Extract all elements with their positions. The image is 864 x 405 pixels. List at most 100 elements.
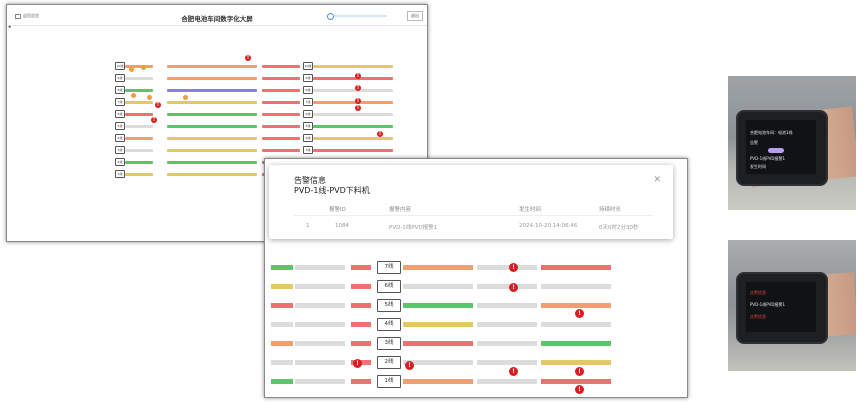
line-label[interactable]: 1线 [377,375,401,388]
station-box[interactable]: 6线 [303,110,313,118]
watch-line-2: 告警 [750,140,758,145]
alert-badge[interactable]: ! [575,309,584,318]
row-alarm-duration: 0天0时2分30秒 [599,225,639,231]
station-box[interactable]: 5线 [303,122,313,130]
line-segment [403,341,473,346]
line-segment [477,303,537,308]
watch-line-1: 告警信息 [750,290,766,295]
line-segment [271,341,293,346]
line-segment [125,113,153,116]
line-segment [541,360,611,365]
line-label-box[interactable]: 8线 [115,86,125,94]
back-label: 返回总览 [23,13,39,18]
line-segment [351,322,371,327]
line-segment [125,137,153,140]
alert-badge[interactable]: ! [355,98,361,104]
alert-badge[interactable]: ! [355,105,361,111]
line-segment [167,173,257,176]
station-box[interactable]: 9线 [303,74,313,82]
header-divider [7,25,427,26]
line-segment [125,89,153,92]
line-label[interactable]: 7线 [377,261,401,274]
alert-badge[interactable]: ! [377,131,383,137]
line-label-box[interactable]: 9线 [115,74,125,82]
line-segment [167,137,257,140]
alert-badge[interactable]: ! [575,367,584,376]
line-segment [295,341,345,346]
line-segment [262,101,300,104]
line-label[interactable]: 4线 [377,318,401,331]
alert-badge[interactable]: ! [405,361,414,370]
col-header-time: 发生时间 [519,207,542,213]
line-label[interactable]: 3线 [377,337,401,350]
line-label[interactable]: 5线 [377,299,401,312]
alert-badge[interactable]: ! [509,283,518,292]
close-icon[interactable]: ✕ [653,175,661,185]
smartwatch: 告警信息 PVD-1线PVD报警1 告警信息 [736,272,828,344]
status-dot [131,93,136,98]
alert-badge[interactable]: ! [509,263,518,272]
station-box[interactable]: 4线 [303,134,313,142]
line-segment [271,322,293,327]
line-segment [125,101,153,104]
line-label-box[interactable]: 7线 [115,98,125,106]
line-segment [295,303,345,308]
alert-badge[interactable]: ! [245,55,251,61]
line-segment [167,77,257,80]
line-segment [313,113,393,116]
line-segment [262,149,300,152]
alert-badge[interactable]: ! [151,117,157,123]
smartwatch-photo-top: 合肥电池车间：电池1线 告警 PVD-1线PVD报警1 发生时间 [728,76,856,210]
line-label-box[interactable]: 4线 [115,134,125,142]
line-label-box[interactable]: 10线 [115,62,125,70]
alert-badge[interactable]: ! [353,359,362,368]
watch-line-1: 合肥电池车间：电池1线 [750,130,793,135]
smartwatch-photo-bottom: 告警信息 PVD-1线PVD报警1 告警信息 [728,240,856,371]
line-segment [313,149,393,152]
line-label-box[interactable]: 5线 [115,122,125,130]
line-segment [271,379,293,384]
line-segment [295,284,345,289]
status-dot [141,65,146,70]
alert-badge[interactable]: ! [155,102,161,108]
line-segment [403,379,473,384]
line-label-box[interactable]: 2线 [115,158,125,166]
line-segment [167,89,257,92]
watch-screen: 合肥电池车间：电池1线 告警 PVD-1线PVD报警1 发生时间 [746,120,816,174]
line-label[interactable]: 2线 [377,356,401,369]
line-label-box[interactable]: 1线 [115,170,125,178]
exit-button[interactable]: 退出 [407,11,423,21]
station-box[interactable]: 8线 [303,86,313,94]
line-label-box[interactable]: 3线 [115,146,125,154]
watch-screen: 告警信息 PVD-1线PVD报警1 告警信息 [746,282,816,332]
slider-knob[interactable] [327,13,334,20]
line-label[interactable]: 6线 [377,280,401,293]
modal-title: 告警信息 [294,176,326,185]
col-header-content: 报警内容 [389,207,412,213]
line-segment [262,77,300,80]
back-link[interactable]: 返回总览 [15,13,39,19]
line-label-box[interactable]: 6线 [115,110,125,118]
line-segment [403,265,473,270]
back-icon [15,13,21,19]
row-alarm-time: 2024-10-20 14:06:46 [519,223,578,229]
watch-line-4: 发生时间 [750,164,766,169]
line-segment [477,322,537,327]
line-segment [477,360,537,365]
line-segment [271,303,293,308]
alert-badge[interactable]: ! [575,385,584,394]
row-alarm-content: PVD-1线PVD报警1 [389,225,438,231]
alert-badge[interactable]: ! [509,367,518,376]
zoom-slider[interactable] [327,13,387,20]
line-segment [351,303,371,308]
station-box[interactable]: 7线 [303,98,313,106]
alarm-screenshot: 告警信息 PVD-1线-PVD下料机 ✕ 报警ID 报警内容 发生时间 持续时长… [264,158,688,398]
station-box[interactable]: 10线 [303,62,313,70]
alert-badge[interactable]: ! [355,73,361,79]
row-index: 1 [306,223,310,229]
station-box[interactable]: 3线 [303,146,313,154]
line-segment [403,284,473,289]
line-segment [541,322,611,327]
alert-badge[interactable]: ! [355,85,361,91]
smartwatch: 合肥电池车间：电池1线 告警 PVD-1线PVD报警1 发生时间 [736,110,828,186]
